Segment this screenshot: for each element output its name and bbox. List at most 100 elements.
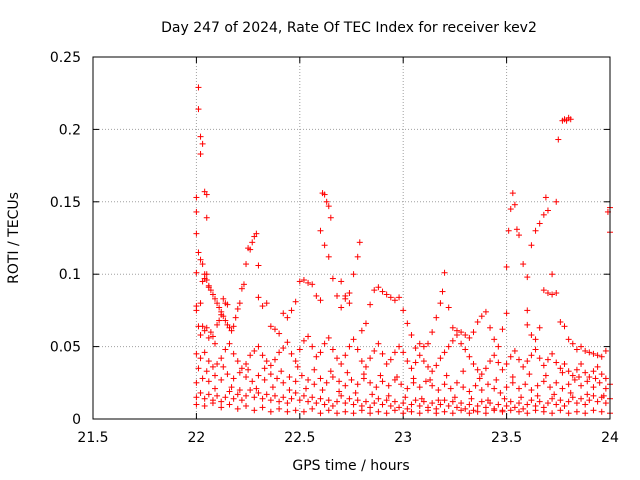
data-point	[441, 408, 448, 415]
data-point	[491, 336, 498, 343]
data-point	[534, 382, 541, 389]
data-point	[267, 371, 274, 378]
data-point	[199, 140, 206, 147]
data-point	[199, 261, 206, 268]
data-point	[342, 352, 349, 359]
data-point	[412, 359, 419, 366]
data-point	[199, 323, 206, 330]
data-point	[493, 376, 500, 383]
data-point	[561, 360, 568, 367]
data-point	[195, 249, 202, 256]
data-point	[201, 275, 208, 282]
data-point	[263, 300, 270, 307]
data-point	[474, 366, 481, 373]
data-point	[205, 334, 212, 341]
data-point	[236, 387, 243, 394]
data-point	[524, 401, 531, 408]
data-point	[358, 358, 365, 365]
data-point	[542, 372, 549, 379]
data-point	[338, 304, 345, 311]
data-point	[482, 308, 489, 315]
data-point	[487, 358, 494, 365]
data-point	[205, 378, 212, 385]
data-point	[404, 358, 411, 365]
data-point	[516, 408, 523, 415]
data-point	[503, 310, 510, 317]
data-point	[592, 375, 599, 382]
data-point	[329, 275, 336, 282]
data-point	[243, 402, 250, 409]
data-point	[478, 398, 485, 405]
data-point	[458, 340, 465, 347]
data-point	[247, 246, 254, 253]
data-point	[367, 404, 374, 411]
data-point	[528, 352, 535, 359]
data-point	[342, 400, 349, 407]
data-point	[516, 385, 523, 392]
data-point	[218, 376, 225, 383]
data-point	[449, 324, 456, 331]
data-point	[350, 410, 357, 417]
data-point	[296, 397, 303, 404]
data-point	[458, 400, 465, 407]
data-point	[321, 340, 328, 347]
data-point	[327, 214, 334, 221]
data-point	[228, 327, 235, 334]
data-point	[598, 353, 605, 360]
data-point	[534, 392, 541, 399]
data-point	[402, 394, 409, 401]
data-point	[553, 379, 560, 386]
data-point	[300, 337, 307, 344]
data-point	[226, 388, 233, 395]
data-point	[582, 347, 589, 354]
data-point	[288, 350, 295, 357]
data-point	[400, 400, 407, 407]
data-point	[478, 371, 485, 378]
data-point	[400, 410, 407, 417]
data-point	[516, 232, 523, 239]
data-point	[565, 336, 572, 343]
data-point	[470, 360, 477, 367]
data-point	[249, 239, 256, 246]
data-point	[453, 332, 460, 339]
data-point	[553, 290, 560, 297]
data-point	[271, 326, 278, 333]
data-point	[197, 332, 204, 339]
data-point	[193, 394, 200, 401]
data-point	[379, 288, 386, 295]
data-point	[553, 198, 560, 205]
data-point	[466, 334, 473, 341]
data-point	[495, 401, 502, 408]
data-point	[303, 385, 310, 392]
data-point	[321, 401, 328, 408]
data-point	[573, 408, 580, 415]
data-point	[203, 271, 210, 278]
data-point	[276, 330, 283, 337]
data-point	[334, 398, 341, 405]
data-point	[379, 350, 386, 357]
data-point	[503, 384, 510, 391]
data-point	[466, 410, 473, 417]
data-point	[230, 350, 237, 357]
data-point	[205, 391, 212, 398]
data-point	[255, 294, 262, 301]
data-point	[491, 407, 498, 414]
data-point	[209, 291, 216, 298]
data-point	[209, 400, 216, 407]
data-point	[470, 407, 477, 414]
data-point	[429, 329, 436, 336]
data-point	[499, 366, 506, 373]
data-point	[578, 395, 585, 402]
data-point	[251, 394, 258, 401]
data-point	[470, 329, 477, 336]
data-point	[362, 398, 369, 405]
data-point	[478, 387, 485, 394]
data-point	[354, 397, 361, 404]
data-point	[453, 379, 460, 386]
data-point	[305, 398, 312, 405]
data-point	[507, 206, 514, 213]
data-point	[309, 281, 316, 288]
data-point	[313, 400, 320, 407]
data-point	[484, 381, 491, 388]
data-point	[367, 355, 374, 362]
